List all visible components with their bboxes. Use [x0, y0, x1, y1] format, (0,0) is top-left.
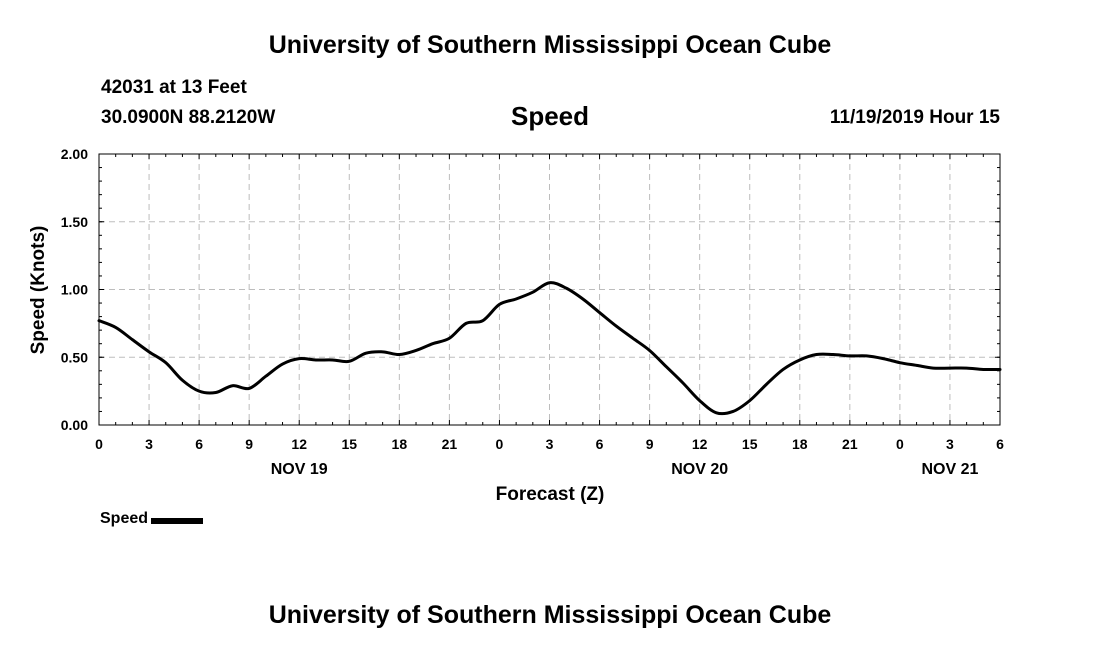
legend-swatch	[151, 517, 204, 524]
date-label: NOV 21	[921, 461, 978, 478]
plot-frame	[98, 153, 1001, 426]
coordinates-label: 30.0900N 88.2120W	[101, 107, 276, 128]
y-tick-label: 0.00	[61, 417, 88, 433]
x-tick-label: 12	[692, 436, 708, 452]
x-tick-label: 21	[442, 436, 458, 452]
speed-series-line	[97, 281, 1002, 416]
x-tick-label: 9	[245, 436, 253, 452]
legend-label: Speed	[100, 510, 149, 527]
legend: Speed	[100, 510, 204, 528]
x-tick-label: 0	[496, 436, 504, 452]
station-label: 42031 at 13 Feet	[101, 77, 247, 98]
x-tick-label: 6	[996, 436, 1004, 452]
y-tick-label: 1.50	[61, 214, 88, 230]
date-label: NOV 20	[671, 461, 728, 478]
x-tick-label: 3	[145, 436, 153, 452]
date-label: NOV 19	[271, 461, 328, 478]
chart-title: Speed	[510, 101, 590, 131]
x-tick-label: 6	[195, 436, 203, 452]
axes: 0 3 6 9 12 15 18 21 0 3 6 9 12 15 18 21 0 3 6 0.00 0.50 1.00 1…	[61, 146, 1004, 478]
forecast-datetime: 11/19/2019 Hour 15	[829, 107, 1000, 128]
x-tick-label: 3	[546, 436, 554, 452]
x-tick-label: 21	[842, 436, 858, 452]
page-title: University of Southern Mississippi Ocean…	[268, 31, 832, 59]
series	[97, 281, 1002, 416]
axis-labels: Speed (Knots) Forecast (Z)	[28, 226, 604, 505]
footer-title: University of Southern Mississippi Ocean…	[268, 601, 832, 629]
y-axis-title: Speed (Knots)	[28, 226, 49, 355]
x-tick-label: 18	[792, 436, 808, 452]
y-tick-label: 2.00	[61, 146, 88, 162]
x-axis-title: Forecast (Z)	[496, 484, 605, 505]
x-tick-label: 15	[742, 436, 758, 452]
y-tick-label: 1.00	[61, 282, 88, 298]
x-tick-label: 9	[646, 436, 654, 452]
x-tick-label: 15	[341, 436, 357, 452]
x-tick-label: 3	[946, 436, 954, 452]
x-tick-label: 18	[392, 436, 408, 452]
x-tick-label: 0	[896, 436, 904, 452]
x-tick-label: 0	[95, 436, 103, 452]
x-tick-label: 6	[596, 436, 604, 452]
y-tick-label: 0.50	[61, 349, 88, 365]
x-tick-label: 12	[291, 436, 307, 452]
